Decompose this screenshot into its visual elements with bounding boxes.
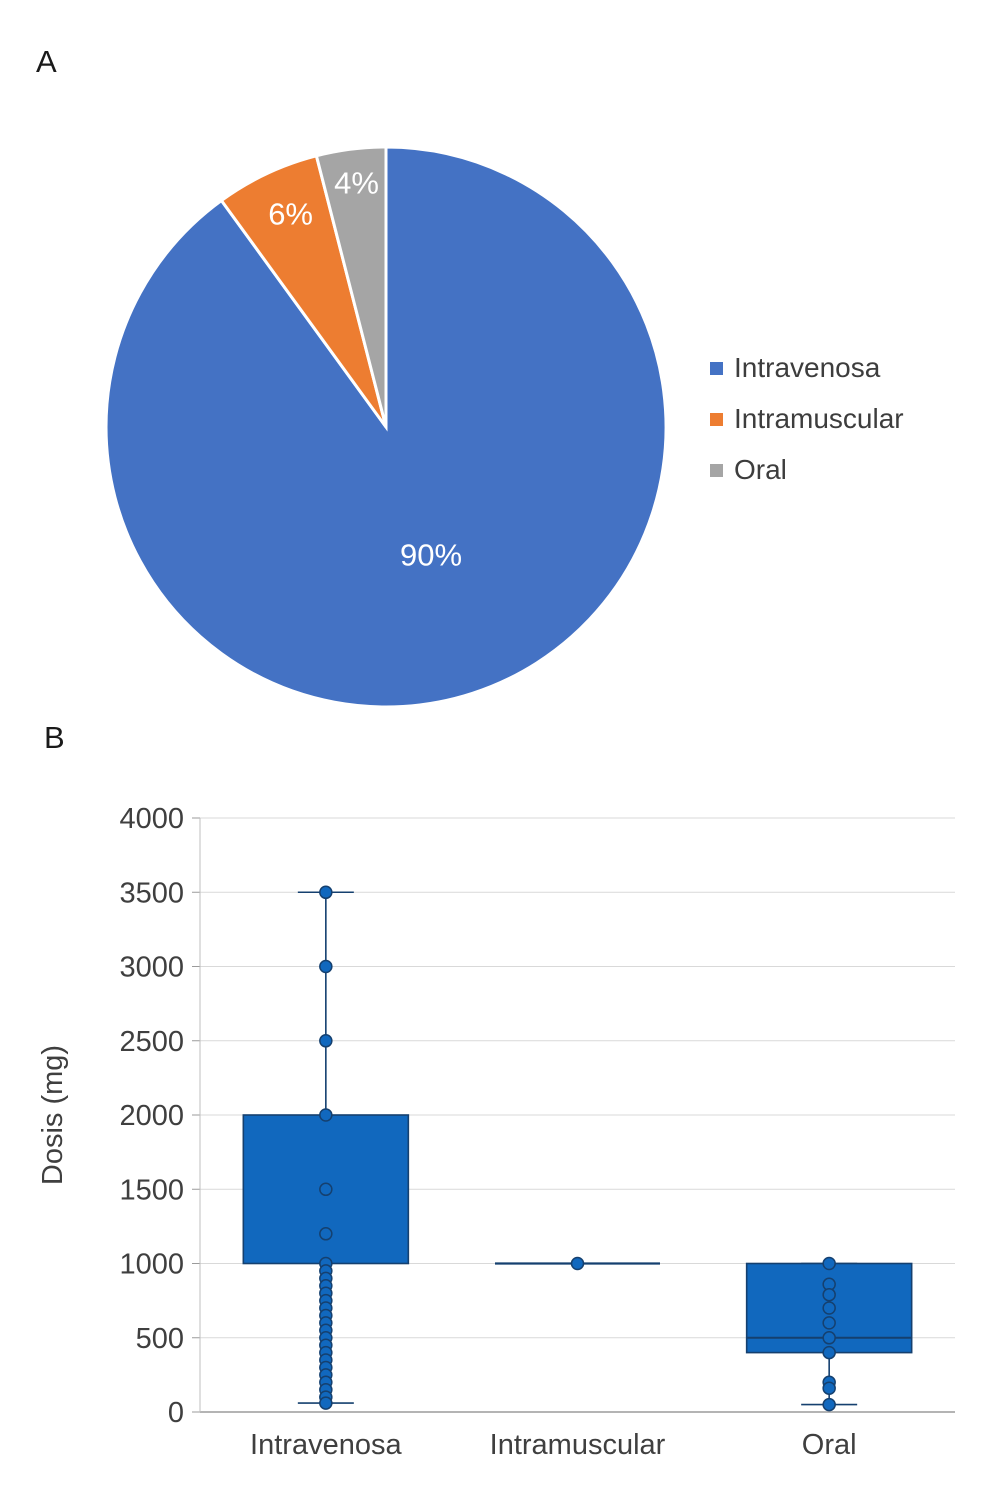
data-point-intravenosa bbox=[319, 1227, 333, 1241]
data-point-oral bbox=[822, 1301, 836, 1315]
legend-item-intravenosa: Intravenosa bbox=[710, 352, 904, 384]
x-category-label-oral: Oral bbox=[802, 1429, 857, 1461]
y-tick-label: 1000 bbox=[119, 1249, 184, 1281]
pie-data-label-oral: 4% bbox=[334, 166, 379, 201]
legend-label-intravenosa: Intravenosa bbox=[734, 352, 881, 383]
data-point-intravenosa bbox=[319, 885, 333, 900]
data-point-oral bbox=[822, 1345, 836, 1360]
y-tick-label: 2500 bbox=[119, 1026, 184, 1058]
pie-data-label-intramuscular: 6% bbox=[268, 196, 313, 231]
legend-item-oral: Oral bbox=[710, 454, 904, 486]
data-point-intravenosa bbox=[319, 1396, 333, 1410]
y-tick-label: 3500 bbox=[119, 877, 184, 909]
data-point-oral bbox=[822, 1256, 836, 1271]
legend-item-intramuscular: Intramuscular bbox=[710, 403, 904, 435]
data-point-oral bbox=[822, 1381, 836, 1395]
y-tick-label: 0 bbox=[168, 1397, 184, 1429]
data-point-intravenosa bbox=[319, 1034, 333, 1048]
data-point-intravenosa bbox=[319, 1182, 333, 1197]
legend-swatch-intravenosa bbox=[710, 361, 723, 375]
y-tick-label: 3000 bbox=[119, 952, 184, 984]
data-point-oral bbox=[822, 1397, 836, 1412]
legend-label-oral: Oral bbox=[734, 454, 787, 485]
x-category-label-intramuscular: Intramuscular bbox=[490, 1429, 666, 1461]
data-point-oral bbox=[822, 1287, 836, 1302]
pie-chart: 90% 6% 4% bbox=[104, 145, 668, 709]
legend-swatch-oral bbox=[710, 463, 723, 477]
legend-swatch-intramuscular bbox=[710, 412, 723, 426]
pie-slice-oral bbox=[314, 145, 388, 428]
x-category-label-intravenosa: Intravenosa bbox=[250, 1429, 402, 1461]
y-tick-label: 4000 bbox=[119, 803, 184, 835]
data-point-oral bbox=[822, 1316, 836, 1330]
y-axis-title: Dosis (mg) bbox=[37, 1045, 69, 1185]
pie-legend: Intravenosa Intramuscular Oral bbox=[710, 352, 904, 486]
legend-label-intramuscular: Intramuscular bbox=[734, 403, 904, 434]
panel-a-label: A bbox=[36, 44, 57, 79]
y-tick-label: 1500 bbox=[119, 1174, 184, 1206]
data-point-intramuscular bbox=[570, 1256, 585, 1271]
boxplot-chart: 0 500 1000 1500 2000 2500 3000 3500 4000 Dosis (m… bbox=[37, 803, 955, 1461]
data-point-oral bbox=[822, 1331, 836, 1345]
pie-slice-intravenosa bbox=[104, 145, 668, 709]
data-point-intravenosa bbox=[319, 959, 333, 974]
pie-data-label-intravenosa: 90% bbox=[400, 538, 462, 573]
panel-b-label: B bbox=[44, 720, 65, 755]
y-tick-label: 2000 bbox=[119, 1100, 184, 1132]
data-point-intravenosa bbox=[319, 1108, 333, 1122]
y-tick-label: 500 bbox=[136, 1323, 184, 1355]
